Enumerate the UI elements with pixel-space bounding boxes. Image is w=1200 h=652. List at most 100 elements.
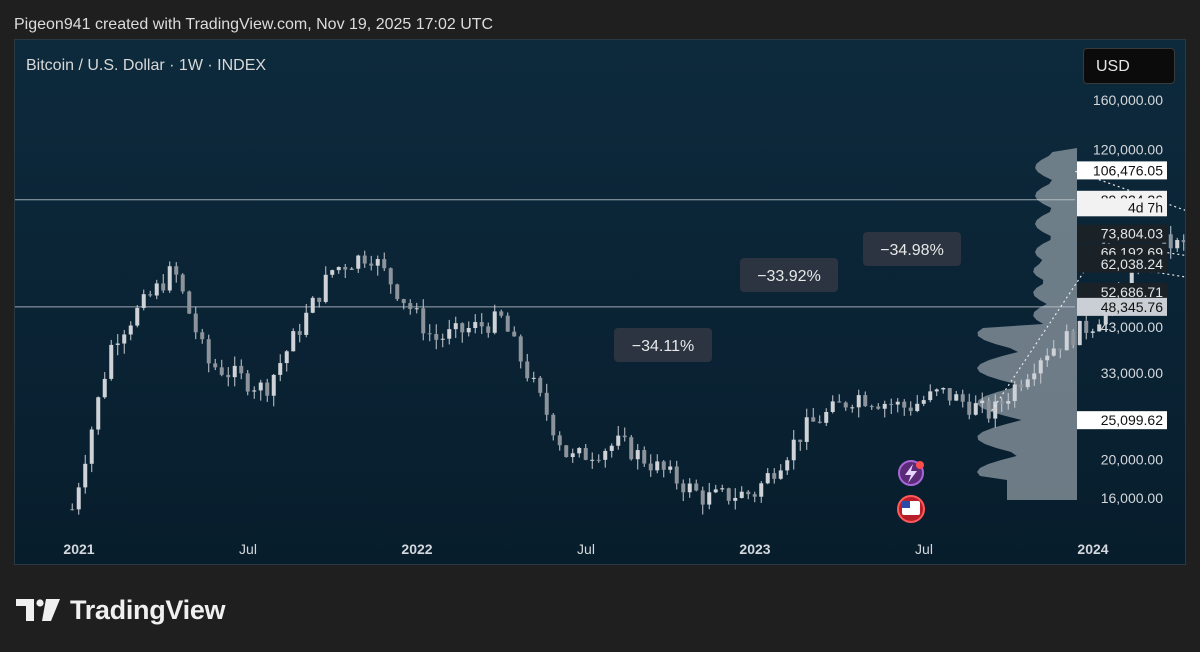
drawdown-label: −33.92%	[757, 268, 821, 285]
candle-body	[1097, 324, 1102, 332]
candle-body	[174, 266, 179, 275]
candle-body	[362, 255, 367, 264]
x-axis-tick-label: 2022	[401, 541, 432, 557]
candle-body	[980, 400, 985, 404]
candle-body	[284, 351, 289, 364]
candle-body	[1162, 234, 1167, 252]
candle-body	[343, 267, 348, 270]
candle-body	[447, 329, 452, 339]
candle-body	[226, 374, 231, 378]
candle-body	[661, 461, 666, 470]
candle-body	[499, 311, 504, 316]
candle-body	[564, 445, 569, 458]
candle-body	[492, 311, 497, 333]
candle-body	[583, 448, 588, 460]
drawdown-label: −34.98%	[880, 242, 944, 259]
candle-body	[317, 297, 322, 302]
candle-body	[863, 395, 868, 407]
price-label: 62,038.24	[1101, 256, 1163, 272]
candle-body	[1077, 320, 1082, 346]
candle-body	[349, 268, 354, 270]
volume-profile	[977, 140, 1077, 500]
candle-body	[200, 332, 205, 340]
x-axis-tick-label: 2021	[63, 541, 94, 557]
candle-body	[947, 388, 952, 401]
candle-body	[960, 394, 965, 402]
candle-body	[843, 402, 848, 408]
candle-body	[817, 421, 822, 423]
candle-body	[239, 365, 244, 374]
tradingview-logo[interactable]: TradingView	[16, 592, 226, 628]
candle-body	[258, 382, 263, 391]
candle-body	[811, 417, 816, 422]
candle-body	[213, 363, 218, 368]
y-axis-tick-label: 120,000.00	[1093, 142, 1163, 158]
candle-body	[486, 326, 491, 333]
candle-body	[596, 459, 601, 461]
candle-body	[167, 266, 172, 291]
candle-body	[798, 439, 803, 442]
x-axis-tick-label: Jul	[915, 541, 933, 557]
candle-body	[1051, 348, 1056, 356]
candle-body	[733, 497, 738, 501]
candle-body	[1090, 331, 1095, 333]
candle-body	[128, 325, 133, 335]
candle-body	[512, 331, 517, 337]
candle-body	[356, 255, 361, 269]
candle-body	[837, 401, 842, 403]
chart-panel[interactable]: −34.11% −33.92% −34.98% 2021 Jul 2022 Jul 2023 J…	[14, 39, 1186, 565]
drawdown-label-box	[863, 232, 961, 266]
candle-body	[109, 344, 114, 379]
candle-body	[96, 397, 101, 430]
candle-body	[271, 374, 276, 396]
candle-body	[141, 294, 146, 308]
candle-body	[941, 388, 946, 390]
y-axis-tick-label: 33,000.00	[1101, 365, 1163, 381]
candle-body	[934, 389, 939, 392]
candle-body	[557, 435, 562, 446]
candle-body	[655, 461, 660, 471]
candle-body	[1129, 271, 1134, 293]
price-label: 106,476.05	[1093, 162, 1163, 178]
price-label: 52,686.71	[1101, 284, 1163, 300]
candle-body	[895, 401, 900, 405]
price-label: 48,345.76	[1101, 299, 1163, 315]
trend-line	[991, 242, 1104, 412]
candle-body	[752, 494, 757, 497]
y-axis-tick-label: 43,000.00	[1101, 319, 1163, 335]
candle-body	[824, 411, 829, 423]
candle-body	[785, 460, 790, 471]
candle-body	[1181, 240, 1185, 243]
candle-body	[687, 483, 692, 493]
price-label: 4d 7h	[1128, 199, 1163, 215]
candle-body	[622, 435, 627, 438]
price-label-box	[1077, 283, 1167, 302]
candle-body	[297, 331, 302, 335]
candle-body	[967, 401, 972, 415]
candle-body	[869, 406, 874, 408]
candle-body	[765, 473, 770, 484]
candle-body	[460, 323, 465, 333]
candle-body	[1071, 331, 1076, 346]
candle-body	[1168, 234, 1173, 249]
candle-body	[616, 435, 621, 446]
candle-body	[999, 401, 1004, 404]
price-chart[interactable]: −34.11% −33.92% −34.98% 2021 Jul 2022 Jul 2023 J…	[15, 40, 1186, 565]
candle-body	[889, 403, 894, 405]
candle-body	[414, 308, 419, 310]
candle-body	[713, 489, 718, 493]
candle-body	[76, 487, 81, 510]
x-axis-tick-label: Jul	[239, 541, 257, 557]
candle-body	[1175, 240, 1180, 249]
price-label-box	[1077, 198, 1167, 217]
us-flag-canton-icon	[902, 501, 910, 508]
drawdown-label-box	[740, 258, 838, 292]
candle-body	[473, 322, 478, 328]
candle-body	[427, 333, 432, 335]
currency-button[interactable]: USD	[1083, 48, 1175, 84]
candle-body	[850, 407, 855, 409]
candle-body	[479, 322, 484, 327]
candle-body	[629, 437, 634, 460]
drawdown-label-box	[614, 328, 712, 362]
candle-body	[1019, 384, 1024, 388]
